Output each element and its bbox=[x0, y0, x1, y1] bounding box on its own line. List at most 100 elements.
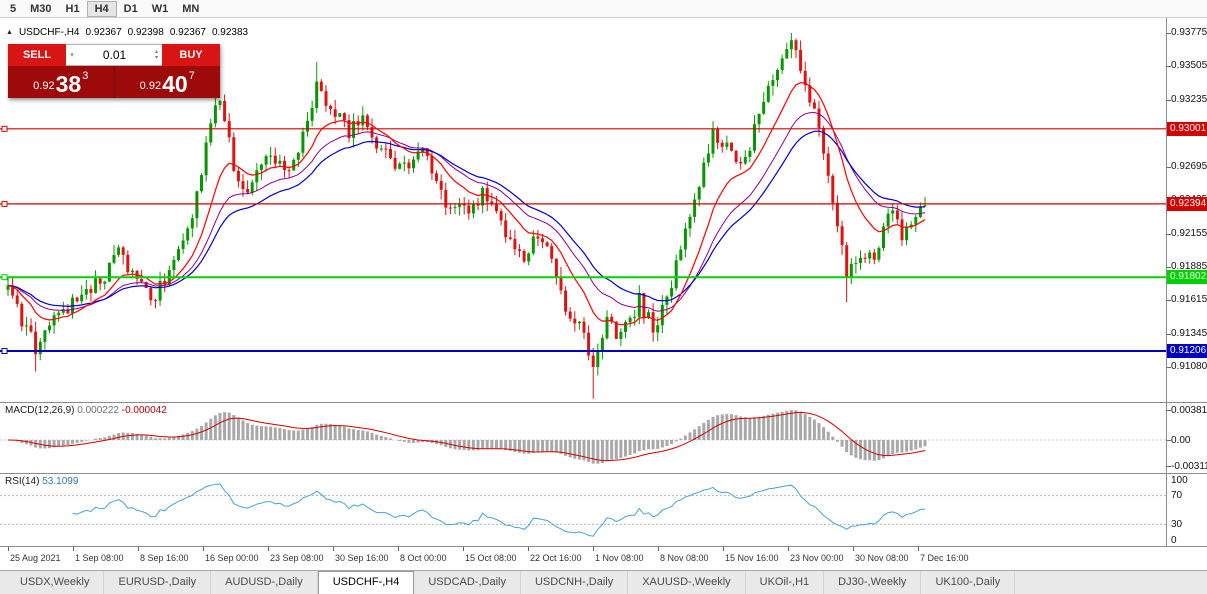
rsi-axis: 100 70 30 0 bbox=[1166, 474, 1207, 546]
price-axis: 0.937750.935050.932350.929650.926950.924… bbox=[1166, 18, 1207, 402]
axis-tick bbox=[1167, 367, 1171, 368]
symbol-label: USDCHF-,H4 bbox=[18, 27, 80, 38]
chart-window-icon: ▲ bbox=[6, 29, 13, 36]
timeframe-w1[interactable]: W1 bbox=[151, 2, 169, 15]
time-axis-label: 8 Sep 16:00 bbox=[140, 553, 189, 563]
macd-axis-label: -0.00311 bbox=[1171, 461, 1207, 472]
pane-divider[interactable] bbox=[0, 473, 1207, 474]
time-tick bbox=[398, 547, 399, 551]
time-tick bbox=[658, 547, 659, 551]
volume-spinner[interactable]: ▴ ▾ bbox=[151, 49, 162, 61]
rsi-name: RSI(14) bbox=[5, 476, 40, 487]
axis-tick bbox=[1167, 300, 1171, 301]
rsi-axis-label: 0 bbox=[1171, 535, 1177, 546]
chart-tab-xauusd[interactable]: XAUUSD-,Weekly bbox=[628, 571, 746, 594]
rsi-chart bbox=[0, 483, 1166, 537]
open-value: 0.92367 bbox=[85, 27, 122, 38]
ask-big-digits: 40 bbox=[162, 71, 188, 97]
axis-tick bbox=[1167, 100, 1171, 101]
price-axis-label: 0.91615 bbox=[1171, 294, 1207, 305]
volume-up-icon[interactable]: ▴ bbox=[154, 49, 158, 55]
macd-histogram bbox=[11, 410, 927, 464]
horizontal-lines-group[interactable] bbox=[0, 125, 1166, 354]
close-value: 0.92383 bbox=[211, 27, 249, 38]
timeframe-5[interactable]: 5 bbox=[10, 2, 17, 15]
macd-title: MACD(12,26,9) 0.000222 -0.000042 bbox=[5, 405, 167, 416]
volume-input[interactable]: 0.01 ▴ ▾ bbox=[78, 44, 162, 66]
price-line-label: 0.93001 bbox=[1167, 122, 1207, 136]
volume-dropdown-icon[interactable]: ▾ bbox=[66, 44, 78, 66]
price-axis-label: 0.93775 bbox=[1171, 27, 1207, 38]
macd-signal-value: -0.000042 bbox=[121, 405, 167, 416]
axis-tick bbox=[1167, 33, 1171, 34]
time-axis-label: 8 Oct 00:00 bbox=[400, 553, 447, 563]
chart-tab-usdcad[interactable]: USDCAD-,Daily bbox=[414, 571, 521, 594]
chart-tab-ukoil[interactable]: UKOil-,H1 bbox=[746, 571, 825, 594]
time-axis-label: 1 Nov 08:00 bbox=[595, 553, 644, 563]
rsi-axis-label: 100 bbox=[1171, 475, 1188, 486]
sell-button[interactable]: SELL bbox=[8, 44, 66, 66]
chart-tab-uk100[interactable]: UK100-,Daily bbox=[921, 571, 1016, 594]
time-axis-label: 30 Sep 16:00 bbox=[335, 553, 389, 563]
rsi-panel[interactable]: RSI(14) 53.1099 100 70 30 0 bbox=[0, 474, 1207, 546]
volume-value: 0.01 bbox=[102, 48, 127, 62]
volume-down-icon[interactable]: ▾ bbox=[154, 55, 158, 61]
time-axis: 25 Aug 2021 1 Sep 08:00 8 Sep 16:00 16 Sep … bbox=[0, 546, 1207, 570]
buy-button[interactable]: BUY bbox=[162, 44, 220, 66]
time-tick bbox=[788, 547, 789, 551]
ask-pip-digit: 7 bbox=[188, 70, 195, 82]
chart-tab-eurusd[interactable]: EURUSD-,Daily bbox=[104, 571, 212, 594]
time-tick bbox=[333, 547, 334, 551]
time-axis-label: 23 Nov 00:00 bbox=[790, 553, 844, 563]
time-tick bbox=[8, 547, 9, 551]
macd-panel[interactable]: MACD(12,26,9) 0.000222 -0.000042 0.00381… bbox=[0, 403, 1207, 473]
ask-price[interactable]: 0.92 40 7 bbox=[113, 66, 221, 98]
ask-prefix: 0.92 bbox=[139, 80, 162, 92]
timeframe-mn[interactable]: MN bbox=[182, 2, 200, 15]
timeframe-h1[interactable]: H1 bbox=[65, 2, 80, 15]
timeframe-m30[interactable]: M30 bbox=[30, 2, 52, 15]
chart-tab-usdcnh[interactable]: USDCNH-,Daily bbox=[521, 571, 629, 594]
time-axis-label: 15 Nov 16:00 bbox=[725, 553, 779, 563]
macd-main-value: 0.000222 bbox=[77, 405, 119, 416]
time-axis-label: 15 Oct 08:00 bbox=[465, 553, 517, 563]
timeframe-d1[interactable]: D1 bbox=[123, 2, 138, 15]
ma-line-30 bbox=[7, 130, 926, 308]
low-value: 0.92367 bbox=[169, 27, 206, 38]
time-tick bbox=[463, 547, 464, 551]
price-axis-label: 0.92695 bbox=[1171, 161, 1207, 172]
axis-tick bbox=[1167, 167, 1171, 168]
axis-tick bbox=[1167, 66, 1171, 67]
chart-tabs-bar: USDX,Weekly EURUSD-,Daily AUDUSD-,Daily USD… bbox=[0, 570, 1207, 594]
price-axis-label: 0.92155 bbox=[1171, 228, 1207, 239]
rsi-axis-label: 30 bbox=[1171, 519, 1183, 530]
time-axis-label: 25 Aug 2021 bbox=[10, 553, 61, 563]
time-axis-label: 23 Sep 08:00 bbox=[270, 553, 324, 563]
time-tick bbox=[723, 547, 724, 551]
bid-price[interactable]: 0.92 38 3 bbox=[8, 66, 114, 98]
chart-tab-dj30[interactable]: DJ30-,Weekly bbox=[824, 571, 922, 594]
macd-axis: 0.00381 0.00 -0.00311 bbox=[1166, 403, 1207, 473]
main-chart-pane[interactable]: ▲ USDCHF-,H4 0.92367 0.92398 0.92367 0.9… bbox=[0, 18, 1207, 402]
timeframe-h4[interactable]: H4 bbox=[86, 0, 117, 17]
chart-tab-audusd[interactable]: AUDUSD-,Daily bbox=[211, 571, 318, 594]
rsi-title: RSI(14) 53.1099 bbox=[5, 476, 78, 487]
time-axis-label: 7 Dec 16:00 bbox=[920, 553, 969, 563]
ma-line-22 bbox=[7, 111, 926, 312]
hline-handle bbox=[1, 274, 8, 281]
pane-divider[interactable] bbox=[0, 402, 1207, 403]
price-axis-label: 0.93235 bbox=[1171, 94, 1207, 105]
candlestick-chart[interactable] bbox=[0, 18, 1166, 402]
chart-tab-usdx[interactable]: USDX,Weekly bbox=[6, 571, 105, 594]
time-axis-label: 22 Oct 16:00 bbox=[530, 553, 582, 563]
axis-tick bbox=[1167, 410, 1171, 411]
hline-handle bbox=[1, 125, 8, 132]
ma-line-12 bbox=[7, 82, 926, 326]
bid-prefix: 0.92 bbox=[33, 80, 55, 92]
chart-tab-usdchf[interactable]: USDCHF-,H4 bbox=[317, 571, 415, 594]
trade-panel-prices: 0.92 38 3 0.92 40 7 bbox=[8, 66, 220, 98]
trade-panel-controls: SELL ▾ 0.01 ▴ ▾ BUY bbox=[8, 44, 220, 66]
hline-handle bbox=[1, 200, 8, 207]
time-tick bbox=[73, 547, 74, 551]
